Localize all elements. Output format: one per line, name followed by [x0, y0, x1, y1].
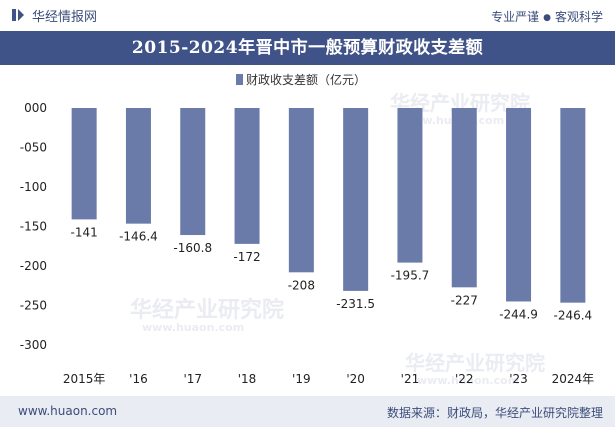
data-label: -172 — [233, 250, 260, 264]
data-label: -195.7 — [391, 269, 430, 283]
bar-chart: 华经产业研究院www.huaon.com华经产业研究院www.huaon.com… — [20, 72, 594, 387]
watermark-text: 华经产业研究院 — [405, 351, 545, 375]
bar — [451, 108, 477, 288]
data-label: -160.8 — [173, 241, 212, 255]
y-tick-label: 000 — [24, 101, 47, 115]
watermark-url: www.huaon.com — [417, 374, 519, 387]
data-label: -208 — [288, 278, 315, 292]
y-tick-label: -150 — [20, 220, 47, 234]
y-tick-label: -100 — [20, 180, 47, 194]
x-axis: 2015年 '16 '17 '18 '19 '20 '21 '22 '23 2024年 — [63, 372, 594, 386]
bar — [180, 108, 206, 236]
data-label: -146.4 — [119, 230, 158, 244]
x-tick-label: '23 — [509, 372, 528, 386]
legend-label: 财政收支差额（亿元） — [246, 72, 366, 87]
bar-series: -141 -146.4 -160.8 -172 -208 -231.5 -195.7 -227… — [71, 108, 593, 323]
title-bar: 2015-2024年晋中市一般预算财政收支差额 — [0, 31, 615, 65]
bar — [506, 108, 532, 302]
chart-title: 2015-2024年晋中市一般预算财政收支差额 — [131, 38, 484, 58]
bar — [397, 108, 423, 263]
x-tick-label: '21 — [401, 372, 420, 386]
site-logo[interactable]: 华经情报网 — [10, 6, 98, 25]
bar — [560, 108, 586, 303]
top-bar: 华经情报网 专业严谨 ● 客观科学 — [0, 0, 615, 30]
y-tick-label: -250 — [20, 299, 47, 313]
y-tick-label: -050 — [20, 141, 47, 155]
tagline-left: 专业严谨 — [491, 10, 540, 24]
watermark-layer: 华经产业研究院www.huaon.com华经产业研究院www.huaon.com… — [130, 91, 545, 387]
data-label: -227 — [451, 293, 478, 307]
x-tick-label: '16 — [129, 372, 148, 386]
x-tick-label: '22 — [455, 372, 474, 386]
x-tick-label: 2015年 — [63, 372, 106, 386]
watermark-url: www.huaon.com — [142, 321, 244, 334]
tagline: 专业严谨 ● 客观科学 — [491, 8, 603, 25]
watermark-text: 华经产业研究院 — [130, 297, 284, 323]
data-label: -246.4 — [554, 309, 593, 323]
x-tick-label: '19 — [292, 372, 311, 386]
data-source: 数据来源：财政局，华经产业研究院整理 — [386, 406, 603, 420]
x-tick-label: '17 — [183, 372, 202, 386]
logo-icon — [12, 9, 24, 21]
site-name: 华经情报网 — [32, 9, 98, 25]
x-tick-label: 2024年 — [552, 372, 595, 386]
chart-legend: 财政收支差额（亿元） — [236, 72, 366, 87]
data-label: -141 — [71, 225, 98, 239]
tagline-right: 客观科学 — [554, 10, 603, 24]
bar — [125, 108, 151, 224]
footer-bar: www.huaon.com 数据来源：财政局，华经产业研究院整理 — [0, 396, 615, 427]
bullet-dot-icon: ● — [543, 13, 551, 23]
data-label: -231.5 — [336, 297, 375, 311]
bar — [234, 108, 260, 244]
y-tick-label: -200 — [20, 259, 47, 273]
x-tick-label: '20 — [346, 372, 365, 386]
x-tick-label: '18 — [238, 372, 257, 386]
y-axis: 000 -050 -100 -150 -200 -250 -300 — [20, 101, 47, 352]
legend-swatch — [236, 74, 243, 85]
bar — [288, 108, 314, 273]
footer-url-link[interactable]: www.huaon.com — [18, 404, 118, 418]
bar — [71, 108, 97, 220]
data-label: -244.9 — [499, 307, 538, 321]
bar — [343, 108, 369, 291]
y-tick-label: -300 — [20, 338, 47, 352]
